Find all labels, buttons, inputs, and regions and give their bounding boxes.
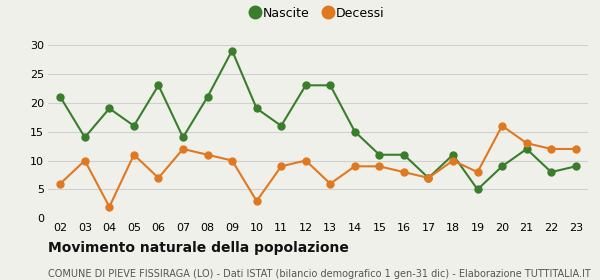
Nascite	[326, 84, 334, 87]
Decessi	[229, 159, 236, 162]
Nascite	[179, 136, 187, 139]
Decessi	[302, 159, 310, 162]
Decessi	[106, 205, 113, 209]
Text: Movimento naturale della popolazione: Movimento naturale della popolazione	[48, 241, 349, 255]
Decessi	[425, 176, 432, 179]
Decessi	[56, 182, 64, 185]
Nascite	[548, 171, 555, 174]
Decessi	[81, 159, 88, 162]
Decessi	[400, 171, 407, 174]
Line: Decessi: Decessi	[57, 122, 579, 210]
Nascite	[155, 84, 162, 87]
Nascite	[81, 136, 88, 139]
Decessi	[155, 176, 162, 179]
Nascite	[572, 165, 580, 168]
Nascite	[204, 95, 211, 99]
Decessi	[253, 199, 260, 203]
Decessi	[130, 153, 137, 157]
Decessi	[326, 182, 334, 185]
Legend: Nascite, Decessi: Nascite, Decessi	[247, 2, 389, 25]
Nascite	[253, 107, 260, 110]
Decessi	[548, 147, 555, 151]
Nascite	[130, 124, 137, 127]
Decessi	[499, 124, 506, 127]
Decessi	[572, 147, 580, 151]
Text: COMUNE DI PIEVE FISSIRAGA (LO) - Dati ISTAT (bilancio demografico 1 gen-31 dic) : COMUNE DI PIEVE FISSIRAGA (LO) - Dati IS…	[48, 269, 591, 279]
Nascite	[229, 49, 236, 52]
Nascite	[499, 165, 506, 168]
Nascite	[56, 95, 64, 99]
Nascite	[302, 84, 310, 87]
Decessi	[278, 165, 285, 168]
Decessi	[474, 171, 481, 174]
Decessi	[179, 147, 187, 151]
Decessi	[449, 159, 457, 162]
Nascite	[400, 153, 407, 157]
Line: Nascite: Nascite	[57, 47, 579, 193]
Nascite	[474, 188, 481, 191]
Nascite	[425, 176, 432, 179]
Decessi	[523, 141, 530, 145]
Nascite	[523, 147, 530, 151]
Decessi	[204, 153, 211, 157]
Nascite	[278, 124, 285, 127]
Decessi	[351, 165, 358, 168]
Nascite	[351, 130, 358, 133]
Decessi	[376, 165, 383, 168]
Nascite	[376, 153, 383, 157]
Nascite	[449, 153, 457, 157]
Nascite	[106, 107, 113, 110]
